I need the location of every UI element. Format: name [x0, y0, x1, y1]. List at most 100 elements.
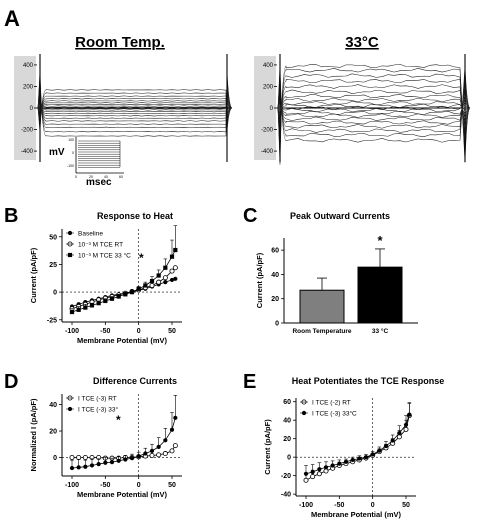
y-tick-label: 200 [263, 84, 274, 90]
significance-asterisk: * [139, 251, 144, 265]
point-filled-square [89, 303, 95, 308]
point-open-circle [323, 468, 329, 474]
y-tick-label: 0 [30, 106, 34, 112]
point-filled-square [169, 254, 175, 259]
point-filled-circle [103, 460, 108, 465]
point-filled-square [143, 283, 148, 288]
point-filled-circle [377, 448, 382, 453]
x-tick-label: 0 [137, 482, 141, 489]
axis-band [14, 56, 36, 160]
current-sweep [36, 70, 233, 137]
point-open-circle [316, 471, 322, 477]
inset-y-tick-label: -100 [67, 164, 74, 168]
inset-x-tick-label: 0 [75, 175, 77, 179]
y-tick-label: -400 [21, 149, 34, 155]
y-tick-label: 25 [49, 262, 57, 269]
point-open-circle [303, 477, 309, 483]
panel-label-b: B [4, 205, 18, 227]
point-filled-square [103, 298, 108, 304]
legend-label: I TCE (-2) RT [312, 400, 351, 407]
point-open-circle [76, 454, 82, 460]
inset-x-tick-label: 40 [104, 175, 108, 179]
point-open-circle [172, 443, 178, 449]
point-filled-circle [407, 412, 412, 417]
point-filled-circle [383, 443, 389, 449]
x-axis-label: Membrane Potential (mV) [77, 490, 168, 499]
current-sweep [36, 92, 233, 129]
significance-asterisk: * [377, 233, 383, 248]
legend-label: Baseline [78, 231, 103, 238]
point-open-circle [149, 282, 155, 288]
axis-band [254, 56, 276, 160]
a-room-traces-panel: 400 200 0 -200 -400 [14, 54, 233, 162]
d-title: Difference Currents [93, 376, 177, 386]
point-filled-square [156, 273, 161, 278]
x-tick-label: 50 [168, 328, 176, 335]
point-filled-square [96, 301, 101, 306]
point-open-circle [310, 474, 316, 480]
point-open-circle [82, 454, 88, 460]
x-axis-label: Membrane Potential (mV) [311, 510, 402, 519]
point-filled-circle [109, 460, 115, 465]
y-tick-label: -200 [261, 128, 274, 134]
x-tick-label: -50 [100, 482, 110, 489]
y-tick-label: 40 [271, 272, 279, 279]
legend-label: 10⁻³ M TCE RT [78, 242, 123, 249]
point-filled-circle [169, 277, 175, 283]
point-open-circle [156, 452, 162, 458]
point-filled-square [123, 292, 128, 297]
point-open-circle [403, 426, 409, 432]
y-tick-label: 0 [275, 321, 279, 328]
x-tick-label: -100 [65, 328, 79, 335]
point-filled-circle [163, 438, 168, 443]
panel-label-d: D [4, 371, 18, 393]
point-filled-square [163, 265, 168, 270]
c-title: Peak Outward Currents [290, 211, 390, 221]
y-tick-label: 0 [270, 106, 274, 112]
y-tick-label: 0 [53, 455, 57, 462]
point-filled-circle [69, 465, 75, 471]
y-tick-label: -40 [281, 492, 291, 499]
inset-ylabel: mV [49, 147, 65, 158]
point-filled-circle [116, 458, 121, 463]
point-filled-circle [323, 465, 329, 470]
point-open-circle [396, 434, 402, 440]
y-tick-label: 20 [271, 296, 279, 303]
point-filled-circle [169, 427, 175, 432]
point-open-circle [172, 265, 178, 271]
panel-label-a: A [4, 6, 20, 31]
current-sweep [276, 89, 471, 130]
y-axis-label: Current (pA/pF) [29, 247, 38, 303]
b-title: Response to Heat [97, 211, 173, 221]
y-tick-label: -200 [21, 128, 34, 134]
y-tick-label: 20 [283, 436, 291, 443]
point-filled-circle [363, 455, 369, 460]
point-filled-square [83, 305, 88, 310]
y-axis-label: Current (pA/pF) [263, 419, 272, 475]
point-filled-circle [163, 280, 168, 285]
current-sweep [276, 79, 471, 145]
point-open-circle [149, 452, 155, 458]
point-open-circle [156, 279, 162, 285]
x-tick-label: 50 [402, 502, 410, 509]
point-filled-circle [173, 415, 178, 420]
legend-label: I TCE (-3) 33°C [312, 410, 357, 418]
point-filled-circle [310, 469, 315, 475]
point-filled-circle [96, 461, 101, 467]
point-open-circle [69, 454, 75, 460]
e-title: Heat Potentiates the TCE Response [292, 376, 445, 386]
y-axis-label: Normalized I (pA/pF) [29, 398, 38, 471]
point-filled-circle [143, 451, 148, 456]
point-filled-circle [156, 444, 161, 450]
y-tick-label: 0 [53, 290, 57, 297]
point-filled-circle [83, 464, 88, 469]
current-sweep [36, 98, 233, 121]
current-sweep [276, 63, 471, 165]
significance-asterisk: * [116, 413, 121, 427]
category-label: Room Temperature [292, 328, 351, 335]
series-line [305, 415, 410, 481]
y-tick-label: 60 [271, 248, 279, 255]
panel-label-c: C [243, 205, 257, 227]
bar [357, 266, 403, 324]
